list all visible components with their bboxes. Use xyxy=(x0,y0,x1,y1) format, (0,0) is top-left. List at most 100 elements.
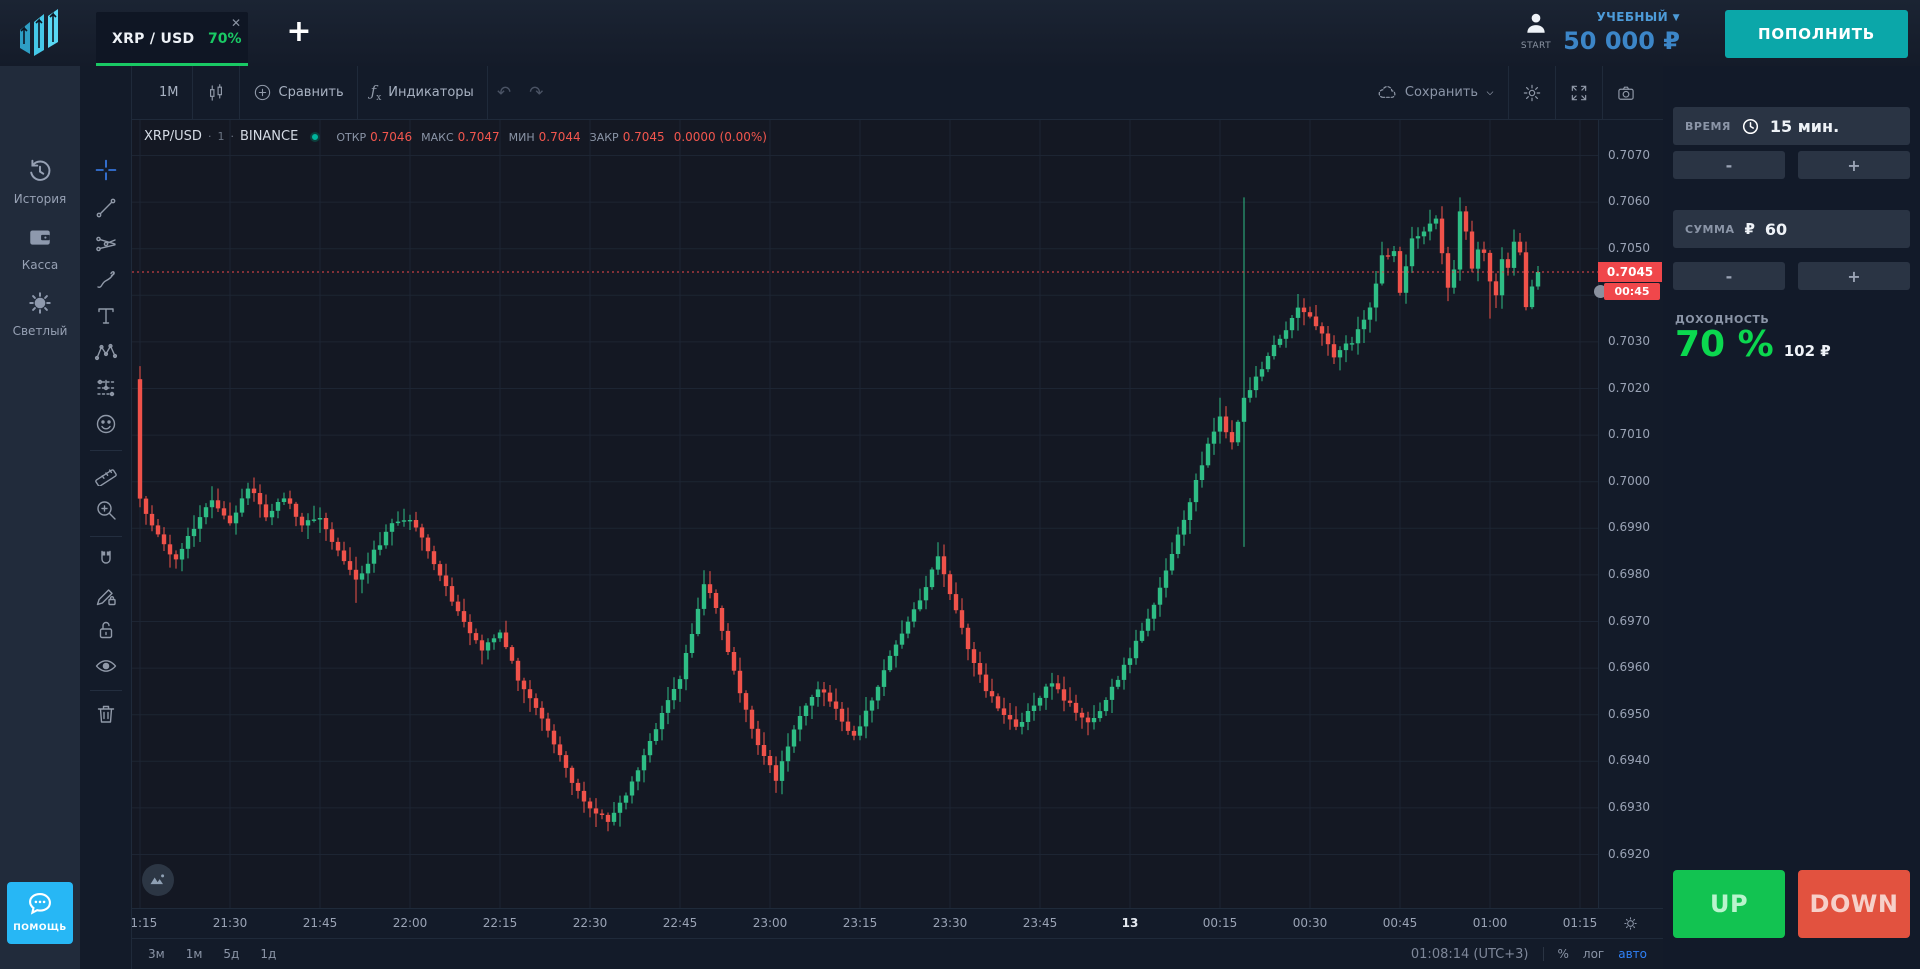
price-tick-label: 0.6950 xyxy=(1608,706,1650,721)
sidebar-item-history[interactable]: История xyxy=(0,158,80,206)
tab-close-icon[interactable]: ✕ xyxy=(230,16,241,30)
history-icon xyxy=(30,159,51,181)
drawing-tools-sidebar xyxy=(80,66,132,969)
sidebar-item-theme[interactable]: Светлый xyxy=(0,290,80,338)
time-tick-label: 22:00 xyxy=(392,916,428,930)
time-plus-button[interactable]: + xyxy=(1798,151,1910,179)
chart-legend: XRP/USD · 1 · BINANCE ОТКР 0.7046 МАКС 0.7… xyxy=(144,129,772,144)
ruler-tool[interactable] xyxy=(94,462,118,487)
price-tick-label: 0.7070 xyxy=(1608,147,1650,162)
deposit-button[interactable]: ПОПОЛНИТЬ xyxy=(1725,10,1908,58)
drawing-lock-tool[interactable] xyxy=(94,584,118,608)
chart-pane[interactable]: XRP/USD · 1 · BINANCE ОТКР 0.7046 МАКС 0.7… xyxy=(132,120,1598,908)
toolbar-divider xyxy=(356,66,358,120)
time-tick-label: 23:00 xyxy=(752,916,788,930)
screenshot-button[interactable] xyxy=(1603,83,1649,103)
top-bar: XRP / USD 70% ✕ + START УЧЕБНЫЙ ▼ 50 000… xyxy=(0,0,1920,66)
time-axis[interactable]: 21:15 21:30 21:45 22:00 22:15 22:30 22:45 23:00… xyxy=(132,908,1598,938)
toolbar-divider xyxy=(1508,66,1509,120)
up-trade-button[interactable]: UP xyxy=(1673,870,1785,938)
range-1d-button[interactable]: 1д xyxy=(260,947,277,961)
account-summary: УЧЕБНЫЙ ▼ 50 000 ₽ xyxy=(1560,10,1680,55)
sidebar-item-cashier[interactable]: Касса xyxy=(0,224,80,272)
expiry-time-field[interactable]: ВРЕМЯ 15 мин. xyxy=(1673,107,1910,145)
interval-button[interactable]: 1M xyxy=(159,85,179,100)
time-tick-label: 21:15 xyxy=(132,916,158,930)
chart-settings-button[interactable] xyxy=(1509,83,1555,103)
time-tick-label: 21:30 xyxy=(212,916,248,930)
compare-button[interactable]: Сравнить xyxy=(240,83,357,102)
help-button[interactable]: ПОМОЩЬ xyxy=(7,882,73,944)
exchange-watermark xyxy=(142,864,174,896)
price-tick-label: 0.7030 xyxy=(1608,333,1650,348)
payout-percent: 70 % xyxy=(1675,324,1774,365)
asset-tab-xrp-usd[interactable]: XRP / USD 70% ✕ xyxy=(96,12,248,66)
legend-interval: 1 xyxy=(217,130,225,143)
fullscreen-button[interactable] xyxy=(1556,83,1602,103)
save-layout-button[interactable]: Сохранить xyxy=(1364,82,1508,103)
amount-plus-button[interactable]: + xyxy=(1798,262,1910,290)
help-label: ПОМОЩЬ xyxy=(13,923,67,933)
add-tab-button[interactable]: + xyxy=(286,14,312,49)
amount-minus-button[interactable]: - xyxy=(1673,262,1785,290)
magnet-tool[interactable] xyxy=(94,548,118,572)
sidebar-item-label: Касса xyxy=(21,258,59,272)
hide-all-eye-tool[interactable] xyxy=(94,654,118,678)
down-trade-button[interactable]: DOWN xyxy=(1798,870,1910,938)
price-tick-label: 0.7010 xyxy=(1608,427,1650,442)
chevron-down-icon xyxy=(1486,90,1494,95)
legend-change: 0.0000 (0.00%) xyxy=(673,129,767,144)
price-tick-label: 0.6930 xyxy=(1608,799,1650,814)
amount-value: 60 xyxy=(1764,219,1788,239)
indicators-button[interactable]: ƒx Индикаторы xyxy=(370,82,474,103)
auto-scale-button[interactable]: авто xyxy=(1618,947,1647,961)
percent-scale-button[interactable]: % xyxy=(1557,947,1569,961)
chart-toolbar: 1M Сравнить ƒx Индикаторы xyxy=(132,66,1663,120)
price-axis[interactable]: 0.70700.70600.70500.70400.70300.70200.70… xyxy=(1598,120,1663,908)
amount-field[interactable]: СУММА ₽ 60 xyxy=(1673,210,1910,248)
forecast-tool[interactable] xyxy=(94,376,118,400)
trend-line-tool[interactable] xyxy=(94,196,118,220)
crosshair-tool[interactable] xyxy=(94,158,118,182)
remove-all-trash-tool[interactable] xyxy=(94,702,118,726)
payout-amount: 102 ₽ xyxy=(1783,342,1831,360)
chart-style-button[interactable] xyxy=(193,83,239,103)
range-5d-button[interactable]: 5д xyxy=(223,947,240,961)
sidebar-item-label: Светлый xyxy=(12,324,68,338)
emoji-tool[interactable] xyxy=(94,412,118,436)
redo-icon[interactable]: ↷ xyxy=(529,82,544,103)
clock-utc[interactable]: 01:08:14 (UTC+3) xyxy=(1410,946,1529,962)
range-1m-button[interactable]: 1м xyxy=(185,947,203,961)
time-tick-label: 22:15 xyxy=(482,916,518,930)
market-status-dot[interactable] xyxy=(310,131,321,142)
zoom-in-tool[interactable] xyxy=(94,498,118,522)
undo-icon[interactable]: ↶ xyxy=(496,82,512,103)
lock-all-tool[interactable] xyxy=(94,618,118,642)
price-tick-label: 0.6990 xyxy=(1608,520,1650,535)
text-tool[interactable] xyxy=(94,304,118,328)
time-minus-button[interactable]: - xyxy=(1673,151,1785,179)
legend-symbol[interactable]: XRP/USD xyxy=(144,129,202,144)
payout-label: ДОХОДНОСТЬ xyxy=(1675,313,1770,326)
toolbar-divider xyxy=(238,66,240,120)
profile-start-button[interactable]: START xyxy=(1512,10,1560,60)
last-price-tag: 0.7045 xyxy=(1598,262,1662,282)
cloud-icon xyxy=(1378,86,1396,98)
log-scale-button[interactable]: лог xyxy=(1582,947,1605,961)
price-tick-label: 0.6940 xyxy=(1608,753,1650,768)
gann-fibonacci-tool[interactable] xyxy=(94,232,118,256)
toolbar-divider xyxy=(1602,66,1603,120)
account-type-dropdown[interactable]: УЧЕБНЫЙ ▼ xyxy=(1596,10,1680,24)
range-3m-button[interactable]: 3м xyxy=(148,947,165,961)
brush-tool[interactable] xyxy=(94,268,118,292)
price-tick-label: 0.7020 xyxy=(1608,380,1650,395)
sun-gear-icon xyxy=(1624,917,1637,930)
time-label: ВРЕМЯ xyxy=(1685,119,1731,133)
tools-divider xyxy=(90,690,122,691)
tools-divider xyxy=(90,450,122,451)
tab-pair-label: XRP / USD xyxy=(112,31,195,47)
price-tick-label: 0.7060 xyxy=(1608,194,1650,209)
axis-settings-corner[interactable] xyxy=(1598,908,1663,938)
xabcd-pattern-tool[interactable] xyxy=(94,340,118,364)
